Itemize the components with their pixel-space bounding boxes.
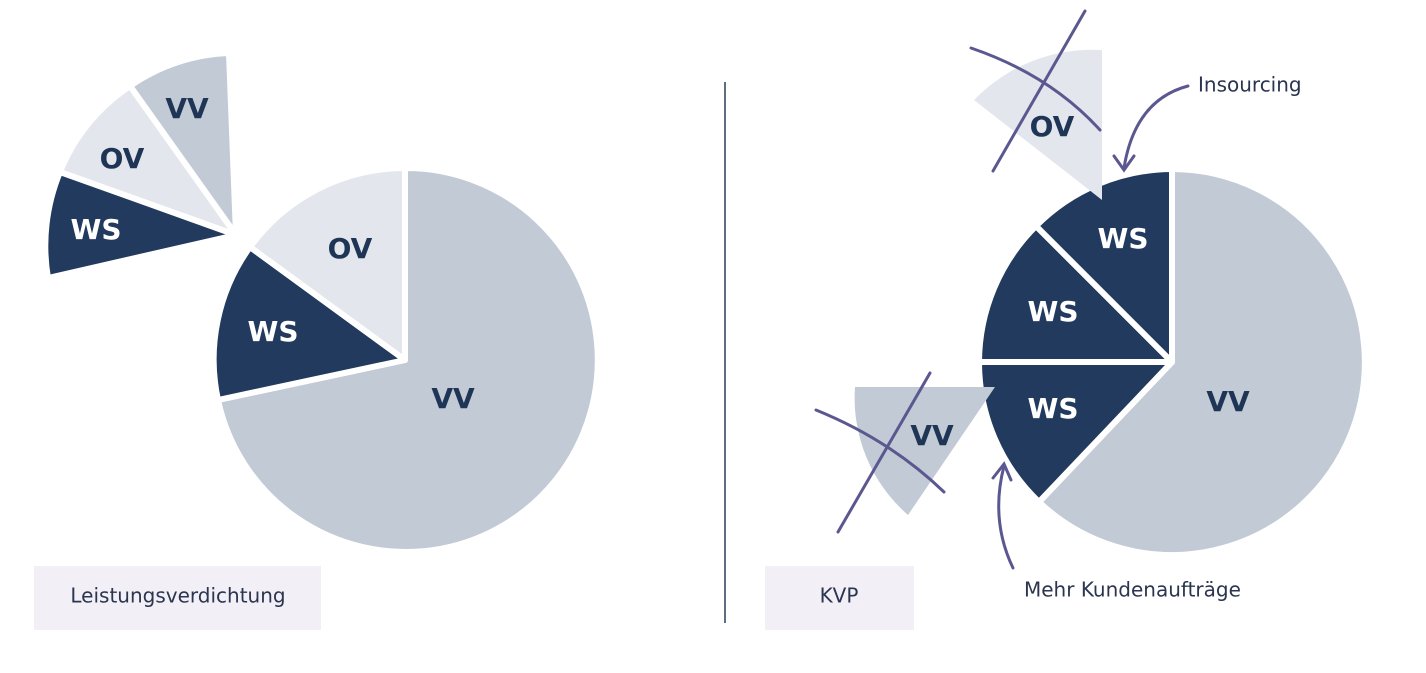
slice-label: VV xyxy=(1206,385,1250,418)
arrow xyxy=(1122,84,1190,170)
annotation: Mehr Kundenaufträge xyxy=(1024,578,1241,602)
slice-label: OV xyxy=(1030,110,1075,143)
cross-line xyxy=(814,408,946,494)
slice-label: WS xyxy=(247,315,298,348)
slice xyxy=(42,169,239,281)
slice xyxy=(975,359,1175,505)
left-exploded: VV OV WS xyxy=(42,50,239,281)
slice-label: VV xyxy=(910,419,954,452)
slice-label: WS xyxy=(70,213,121,246)
slice-label: WS xyxy=(1027,295,1078,328)
arrows xyxy=(991,84,1190,570)
cross-line xyxy=(991,9,1087,173)
slice-label: OV xyxy=(100,142,145,175)
slice xyxy=(976,223,1175,365)
slice-label: VV xyxy=(431,382,475,415)
slice-label: WS xyxy=(1027,392,1078,425)
slice xyxy=(210,244,408,403)
slice-label: WS xyxy=(1097,222,1148,255)
caption: KVP xyxy=(820,584,859,608)
slice-label: OV xyxy=(328,232,373,265)
arrow xyxy=(997,464,1015,570)
right-pie: VV WS WS WS xyxy=(975,166,1368,558)
caption-box xyxy=(34,566,321,630)
annotation: Insourcing xyxy=(1198,73,1302,97)
slice xyxy=(127,50,239,238)
slice xyxy=(57,83,239,238)
arrowhead xyxy=(991,461,1013,482)
slice xyxy=(1036,166,1368,558)
cross-line xyxy=(836,371,932,534)
cross-line xyxy=(969,46,1102,132)
slice xyxy=(854,387,995,515)
arrowhead xyxy=(1112,154,1136,173)
slice xyxy=(247,165,408,363)
caption-box xyxy=(765,566,914,630)
left-pie: VV WS OV xyxy=(210,164,601,555)
slice xyxy=(974,49,1102,201)
slice-label: VV xyxy=(165,92,209,125)
right-removed: OV VV xyxy=(814,9,1102,534)
caption: Leistungsverdichtung xyxy=(70,584,285,608)
